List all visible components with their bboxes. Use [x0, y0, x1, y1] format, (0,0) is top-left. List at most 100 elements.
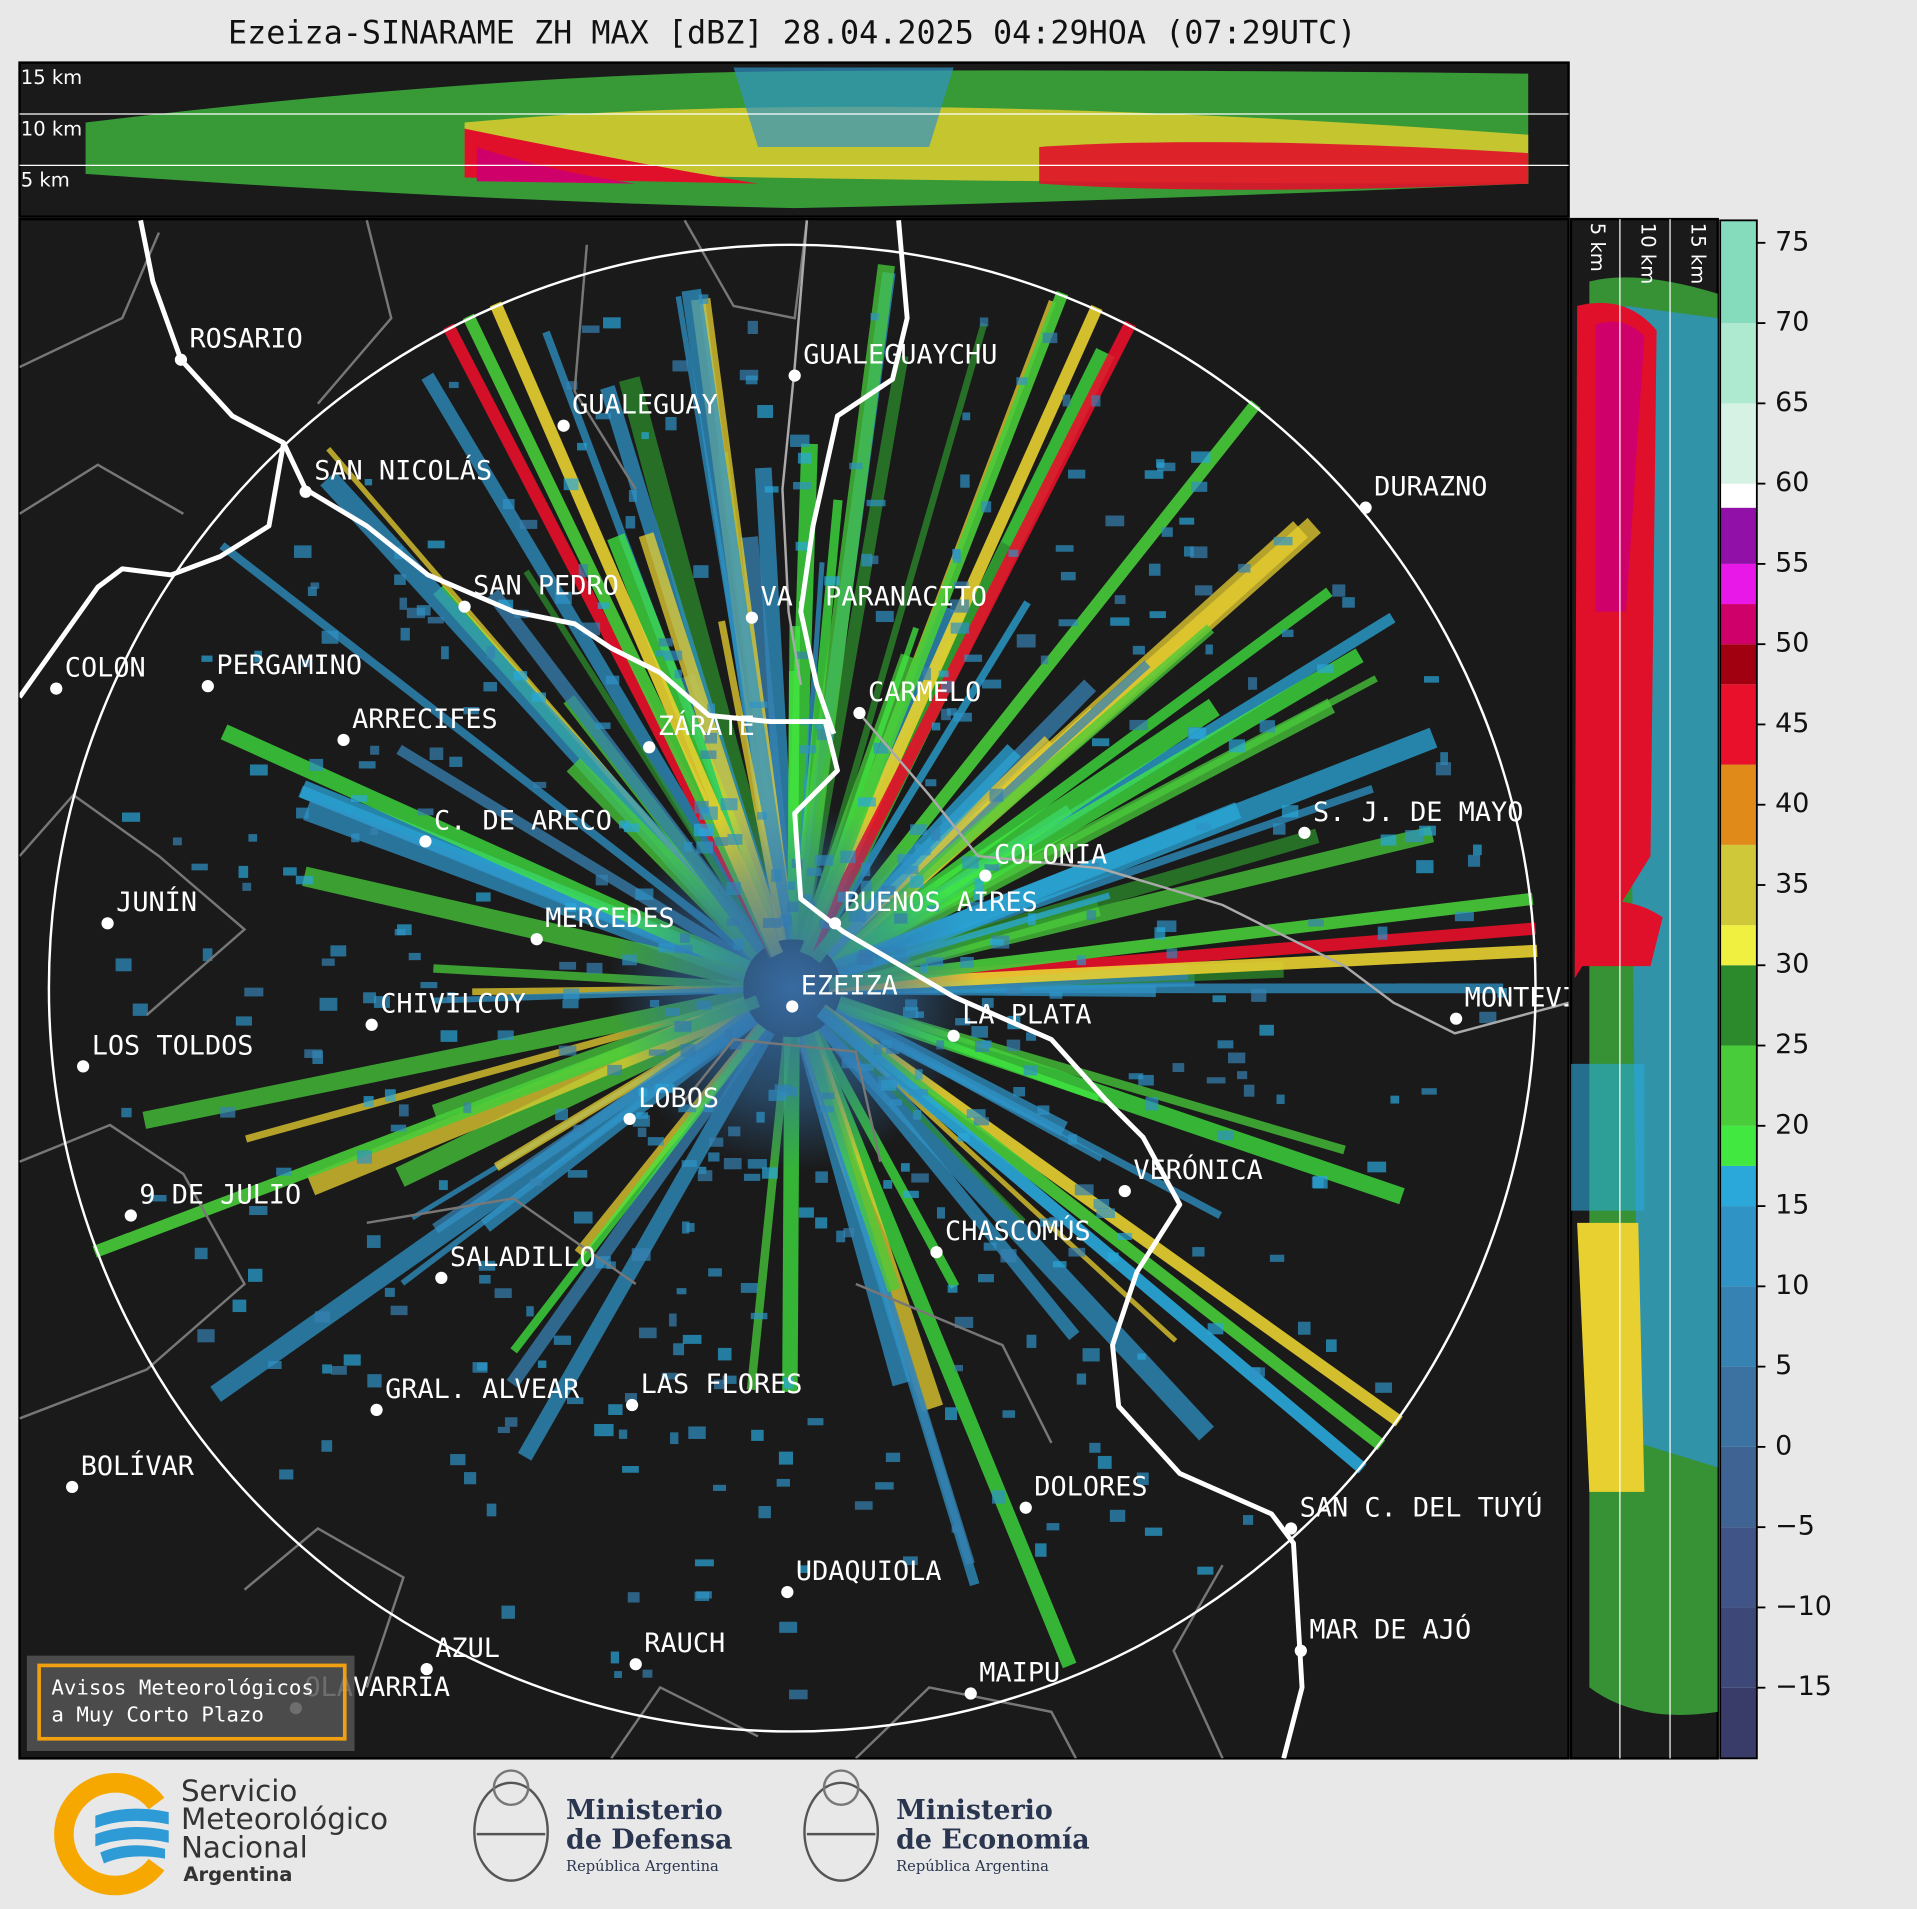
- colorbar-frame: [1719, 219, 1758, 1760]
- echo-cell: [446, 992, 455, 1003]
- ministry-title: Ministerio: [566, 1795, 723, 1826]
- echo-cell: [254, 650, 262, 663]
- echo-cell: [331, 1366, 347, 1375]
- echo-cell: [883, 1180, 893, 1189]
- echo-cell: [1313, 1175, 1328, 1189]
- echo-cell: [370, 745, 380, 755]
- emblem-sun: [822, 1769, 860, 1807]
- echo-cell: [232, 1299, 247, 1313]
- echo-cell: [992, 1490, 1006, 1504]
- echo-cell: [248, 834, 258, 842]
- echo-cell: [486, 646, 495, 659]
- echo-cell: [1332, 584, 1346, 597]
- echo-cell: [1068, 1134, 1077, 1145]
- echo-cell: [322, 1364, 333, 1374]
- echo-cell: [797, 1565, 809, 1573]
- echo-cell: [248, 1268, 263, 1282]
- echo-cell: [723, 1157, 742, 1170]
- place-label: AZUL: [435, 1633, 500, 1664]
- echo-cell: [1435, 762, 1452, 776]
- echo-cell: [449, 756, 463, 767]
- echo-cell: [605, 675, 620, 685]
- colorbar-band: [1720, 483, 1757, 508]
- colorbar-tick-label: 60: [1775, 467, 1809, 498]
- echo-cell: [1013, 1087, 1026, 1097]
- echo-cell: [1454, 911, 1474, 922]
- echo-core: [608, 804, 976, 1172]
- place-marker: [201, 680, 214, 693]
- place-marker: [781, 1585, 794, 1599]
- notice-text: Avisos Meteorológicos: [51, 1676, 314, 1700]
- echo-cell: [307, 586, 317, 597]
- place-label: SAN PEDRO: [473, 571, 619, 602]
- colorbar-band: [1720, 764, 1757, 845]
- colorbar-band: [1720, 1446, 1757, 1528]
- echo-cell: [438, 1180, 448, 1190]
- echo-cell: [384, 1287, 395, 1297]
- echo-cell: [739, 369, 759, 381]
- echo-cell: [979, 317, 989, 327]
- echo-cell: [717, 1347, 732, 1361]
- echo-cell: [1046, 1523, 1060, 1531]
- echo-cell: [930, 827, 941, 841]
- echo-cell: [464, 1472, 477, 1485]
- echo-cell: [441, 646, 449, 660]
- echo-cell: [427, 616, 444, 624]
- echo-cell: [370, 827, 378, 835]
- place-label: ZÁRATE: [658, 710, 755, 742]
- echo-cell: [950, 622, 969, 634]
- colorbar-band: [1720, 965, 1757, 1046]
- echo-cell: [242, 882, 252, 891]
- echo-cell: [1196, 823, 1212, 831]
- echo-cell: [537, 1360, 547, 1368]
- echo-cell: [699, 806, 718, 820]
- echo-cell: [815, 1217, 828, 1229]
- smn-text: Argentina: [183, 1863, 292, 1886]
- echo-cell: [953, 712, 972, 722]
- place-marker: [66, 1480, 79, 1494]
- echo-cell: [1205, 644, 1213, 655]
- echo-cell: [936, 1207, 945, 1219]
- notice[interactable]: Avisos Meteorológicos a Muy Corto Plazo: [26, 1655, 355, 1752]
- echo-cell: [440, 1030, 458, 1042]
- echo-cell: [824, 576, 840, 586]
- echo-cell: [562, 1000, 579, 1009]
- place-label: SALADILLO: [450, 1242, 596, 1273]
- echo-cell: [1419, 825, 1436, 836]
- echo-cell: [448, 381, 459, 389]
- echo-cell: [149, 1194, 167, 1202]
- echo-cell: [1138, 1074, 1154, 1086]
- place-label: 9 DE JULIO: [139, 1179, 301, 1210]
- echo-cell: [757, 405, 774, 418]
- place-marker: [419, 835, 432, 848]
- echo-cell: [577, 442, 587, 451]
- echo-cell: [597, 602, 611, 609]
- echo-cell: [1145, 1097, 1159, 1111]
- echo-cell: [964, 654, 983, 662]
- smn-logo: Servicio Meteorológico Nacional Argentin…: [54, 1773, 388, 1896]
- echo-cell: [1217, 1040, 1234, 1049]
- place-label: EZEIZA: [801, 970, 898, 1001]
- echo-cell: [1479, 1011, 1497, 1024]
- echo-cell: [1273, 536, 1293, 546]
- echo-cell: [1157, 462, 1176, 472]
- echo-cell: [350, 795, 368, 803]
- emblem: [803, 1781, 880, 1882]
- echo-cell: [310, 582, 320, 589]
- colorbar-band: [1720, 684, 1757, 765]
- smn-text: Servicio: [181, 1774, 297, 1808]
- echo-cell: [674, 669, 683, 679]
- height-label: 10 km: [1636, 223, 1659, 284]
- colorbar-band: [1720, 507, 1757, 564]
- place-label: MAIPU: [979, 1657, 1060, 1688]
- echo-cell: [673, 1343, 685, 1356]
- echo-cell: [400, 627, 410, 641]
- place-label: COLONIA: [994, 840, 1107, 871]
- echo-cell: [981, 997, 994, 1008]
- range-ring: [47, 243, 1537, 1733]
- echo-cell: [558, 1045, 577, 1056]
- echo-cell: [1228, 1052, 1246, 1064]
- echo-cell: [676, 1288, 687, 1295]
- colorbar-band: [1720, 604, 1757, 645]
- echo-cell: [416, 605, 431, 616]
